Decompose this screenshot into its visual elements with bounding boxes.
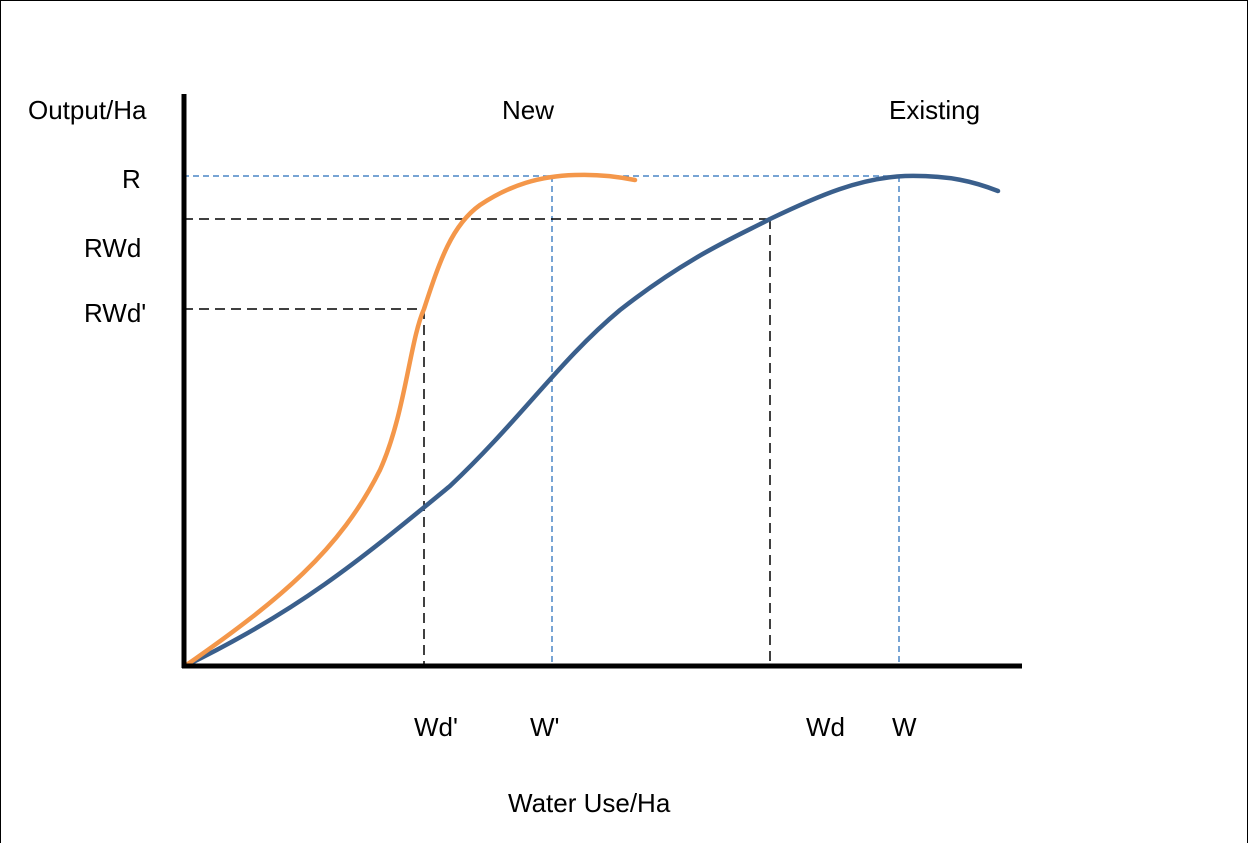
series-label-existing: Existing — [889, 95, 980, 125]
x-axis-label: Water Use/Ha — [508, 788, 671, 818]
y-tick-R: R — [122, 164, 141, 194]
series-label-new: New — [502, 95, 554, 125]
x-tick-Wd: Wd — [806, 712, 845, 742]
y-tick-RWdprime: RWd' — [84, 298, 146, 328]
guide-lines — [183, 175, 905, 666]
x-tick-Wprime: W' — [530, 712, 560, 742]
series-existing-line — [182, 173, 1001, 669]
series-new-line — [182, 172, 638, 669]
y-tick-RWd: RWd — [84, 233, 141, 263]
y-axis-label: Output/Ha — [28, 95, 147, 125]
x-tick-Wdprime: Wd' — [414, 712, 458, 742]
x-tick-W: W — [892, 712, 917, 742]
